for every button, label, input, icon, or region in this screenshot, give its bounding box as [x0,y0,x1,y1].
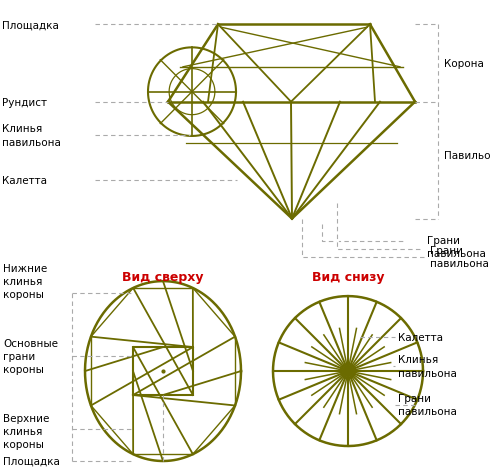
Text: Нижние
клинья
короны: Нижние клинья короны [3,263,47,300]
Text: Вид сверху: Вид сверху [122,270,204,283]
Text: Грани
павильона: Грани павильона [430,246,489,269]
Text: Калетта: Калетта [2,176,47,186]
Text: Павильон: Павильон [444,151,490,161]
Text: Корона: Корона [444,59,484,69]
Text: Клинья
павильона: Клинья павильона [398,355,457,378]
Text: Грани
павильона: Грани павильона [398,393,457,416]
Text: Клинья
павильона: Клинья павильона [2,124,61,147]
Text: Основные
грани
короны: Основные грани короны [3,338,58,375]
Text: Вид снизу: Вид снизу [312,270,384,283]
Text: Площадка: Площадка [3,456,60,466]
Text: Рундист: Рундист [2,98,47,108]
Text: Грани
павильона: Грани павильона [427,236,486,259]
Text: Калетта: Калетта [398,333,443,343]
Text: Верхние
клинья
короны: Верхние клинья короны [3,413,49,449]
Text: Площадка: Площадка [2,20,59,30]
